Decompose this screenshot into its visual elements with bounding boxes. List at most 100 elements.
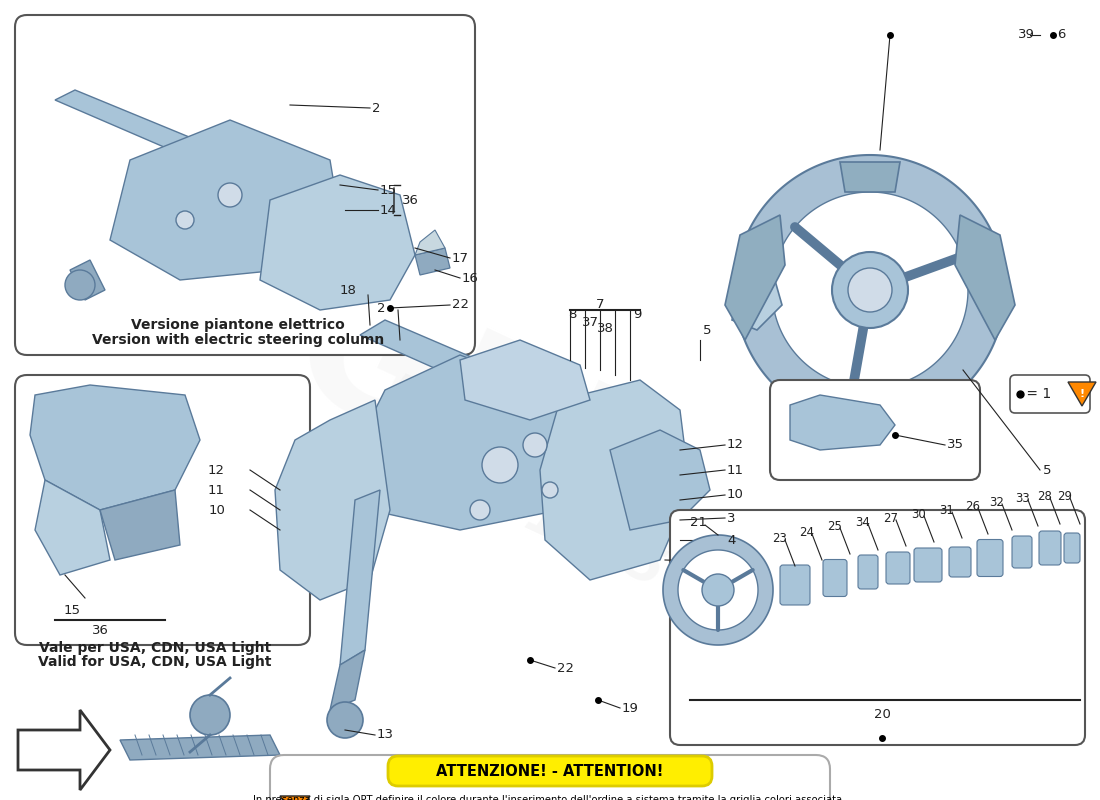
Polygon shape	[790, 395, 895, 450]
Text: 22: 22	[452, 298, 469, 311]
FancyBboxPatch shape	[949, 547, 971, 577]
Text: 26: 26	[966, 499, 980, 513]
Circle shape	[542, 482, 558, 498]
Circle shape	[65, 270, 95, 300]
Text: 36: 36	[402, 194, 419, 206]
Text: 20: 20	[873, 709, 890, 722]
Text: In presenza di sigla OPT definire il colore durante l'inserimento dell'ordine a : In presenza di sigla OPT definire il col…	[253, 795, 843, 800]
Text: 15: 15	[379, 183, 397, 197]
Text: 12: 12	[727, 438, 744, 451]
Text: 13: 13	[377, 729, 394, 742]
Text: 22: 22	[557, 662, 574, 674]
Polygon shape	[663, 535, 773, 645]
FancyBboxPatch shape	[1010, 375, 1090, 413]
Text: 7: 7	[596, 298, 604, 311]
FancyBboxPatch shape	[858, 555, 878, 589]
Text: 16: 16	[462, 271, 478, 285]
Text: 28: 28	[1037, 490, 1053, 502]
Text: 11: 11	[727, 463, 744, 477]
Circle shape	[482, 447, 518, 483]
Polygon shape	[415, 248, 450, 275]
Circle shape	[327, 702, 363, 738]
Circle shape	[190, 695, 230, 735]
Text: passion for
since 1905: passion for since 1905	[356, 359, 704, 601]
Text: 37: 37	[582, 315, 600, 329]
Polygon shape	[18, 710, 110, 790]
Text: ATTENZIONE! - ATTENTION!: ATTENZIONE! - ATTENTION!	[437, 763, 663, 778]
FancyBboxPatch shape	[914, 548, 942, 582]
Text: !: !	[1079, 389, 1085, 399]
Text: 24: 24	[800, 526, 814, 538]
FancyBboxPatch shape	[780, 565, 810, 605]
Text: 6: 6	[1057, 29, 1066, 42]
FancyBboxPatch shape	[770, 380, 980, 480]
FancyBboxPatch shape	[886, 552, 910, 584]
Text: Version with electric steering column: Version with electric steering column	[92, 333, 384, 347]
Polygon shape	[840, 162, 900, 192]
Circle shape	[702, 574, 734, 606]
FancyBboxPatch shape	[388, 756, 712, 786]
Text: 9: 9	[632, 309, 641, 322]
Text: 31: 31	[939, 503, 955, 517]
Text: Versione piantone elettrico: Versione piantone elettrico	[131, 318, 345, 332]
Text: 2: 2	[372, 102, 381, 114]
Polygon shape	[120, 735, 280, 760]
Circle shape	[218, 183, 242, 207]
Polygon shape	[100, 490, 180, 560]
Polygon shape	[340, 490, 379, 665]
Polygon shape	[330, 650, 365, 710]
FancyBboxPatch shape	[977, 539, 1003, 577]
Polygon shape	[55, 90, 330, 210]
Polygon shape	[610, 430, 710, 530]
Polygon shape	[360, 320, 560, 415]
Polygon shape	[772, 192, 968, 388]
Polygon shape	[30, 385, 200, 510]
Text: 32: 32	[990, 495, 1004, 509]
Text: 15: 15	[64, 603, 80, 617]
Text: Vale per USA, CDN, USA Light: Vale per USA, CDN, USA Light	[39, 641, 271, 655]
Text: 10: 10	[727, 489, 744, 502]
FancyBboxPatch shape	[15, 15, 475, 355]
Text: 38: 38	[597, 322, 614, 335]
Text: 34: 34	[856, 515, 870, 529]
Text: 14: 14	[379, 203, 397, 217]
Text: Valid for USA, CDN, USA Light: Valid for USA, CDN, USA Light	[39, 655, 272, 669]
Polygon shape	[70, 260, 104, 300]
Text: 14: 14	[727, 555, 744, 569]
FancyBboxPatch shape	[15, 375, 310, 645]
Polygon shape	[260, 175, 415, 310]
Text: 33: 33	[1015, 491, 1031, 505]
Text: 21: 21	[690, 515, 707, 529]
Text: 4: 4	[727, 534, 736, 546]
Polygon shape	[35, 480, 110, 575]
Circle shape	[832, 252, 908, 328]
Text: 5: 5	[703, 323, 712, 337]
Polygon shape	[678, 550, 758, 630]
FancyBboxPatch shape	[1064, 533, 1080, 563]
Text: 3: 3	[727, 511, 736, 525]
Polygon shape	[415, 230, 446, 255]
Text: 11: 11	[208, 483, 226, 497]
FancyBboxPatch shape	[670, 510, 1085, 745]
Text: 8: 8	[568, 309, 576, 322]
Text: 27: 27	[883, 511, 899, 525]
Circle shape	[522, 433, 547, 457]
Text: 29: 29	[1057, 490, 1072, 502]
FancyBboxPatch shape	[270, 755, 830, 800]
Text: 23: 23	[772, 531, 788, 545]
Text: 36: 36	[91, 623, 109, 637]
Polygon shape	[735, 155, 1005, 425]
Polygon shape	[110, 120, 340, 280]
Text: 2: 2	[377, 302, 386, 314]
Polygon shape	[460, 340, 590, 420]
Text: 39: 39	[1018, 29, 1035, 42]
Polygon shape	[725, 215, 785, 340]
Polygon shape	[280, 796, 310, 800]
Text: 18: 18	[339, 283, 356, 297]
Polygon shape	[540, 380, 690, 580]
Circle shape	[470, 500, 490, 520]
Text: 10: 10	[208, 503, 226, 517]
Text: 35: 35	[947, 438, 964, 451]
Text: 12: 12	[208, 463, 226, 477]
FancyBboxPatch shape	[823, 559, 847, 597]
